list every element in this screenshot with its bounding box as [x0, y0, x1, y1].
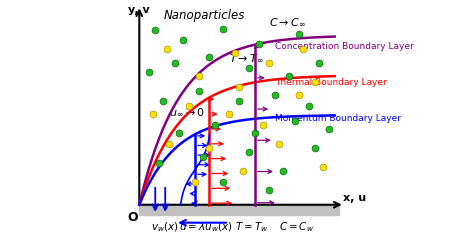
Text: $C = C_w$: $C = C_w$ — [279, 221, 314, 234]
Text: $T = T_w$: $T = T_w$ — [235, 221, 268, 234]
Text: $v_w(x)$: $v_w(x)$ — [151, 221, 179, 234]
Text: Thermal Boundary Layer: Thermal Boundary Layer — [275, 78, 387, 87]
Text: $u_{\infty} \rightarrow 0$: $u_{\infty} \rightarrow 0$ — [169, 106, 205, 118]
Text: O: O — [128, 211, 138, 224]
Text: x, u: x, u — [343, 193, 366, 203]
Text: Concentration Boundary Layer: Concentration Boundary Layer — [275, 42, 414, 51]
Text: Momentum Boundary Layer: Momentum Boundary Layer — [275, 114, 401, 123]
Text: y, v: y, v — [128, 5, 150, 15]
Text: $C \rightarrow C_{\infty}$: $C \rightarrow C_{\infty}$ — [269, 16, 306, 28]
Text: Nanoparticles: Nanoparticles — [163, 9, 245, 22]
Text: $u = \lambda u_w(x)$: $u = \lambda u_w(x)$ — [179, 221, 233, 234]
Bar — [139, 205, 339, 215]
Text: $T \rightarrow T_{\infty}$: $T \rightarrow T_{\infty}$ — [229, 52, 264, 64]
